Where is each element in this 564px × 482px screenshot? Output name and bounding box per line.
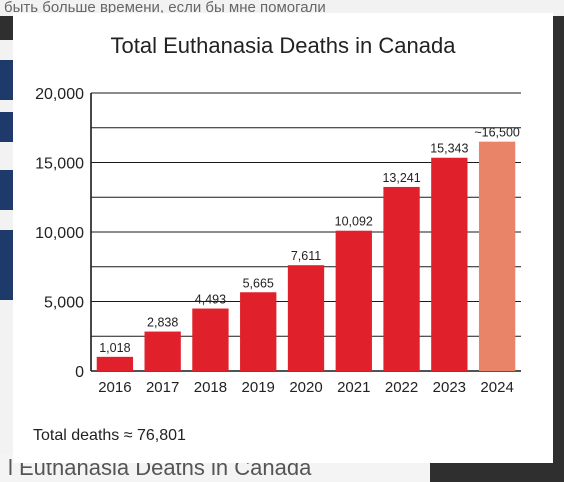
y-tick-label: 5,000 [44,295,84,312]
bar [383,186,420,371]
y-tick-label: 15,000 [35,156,84,173]
background-page-text: быть больше времени, если бы мне помогал… [0,0,564,16]
x-tick-label: 2022 [385,379,418,396]
x-tick-label: 2023 [433,379,466,396]
x-tick-label: 2024 [480,379,513,396]
y-tick-label: 10,000 [35,225,84,242]
x-tick-label: 2018 [194,379,227,396]
x-tick-label: 2017 [146,379,179,396]
bar [96,356,134,371]
y-tick-label: 20,000 [35,86,84,103]
bar-value-label: 2,838 [147,316,178,330]
bar-value-label: 4,493 [195,293,226,307]
total-deaths-label: Total deaths ≈ 76,801 [33,427,186,444]
bar-value-label: 13,241 [382,171,420,185]
x-tick-label: 2019 [242,379,275,396]
bar-value-label: 10,092 [335,215,373,229]
y-tick-label: 0 [75,364,84,381]
x-tick-label: 2020 [289,379,322,396]
bar-chart: 0 5,000 10,000 15,000 20,000 1,018 2016 2,838 20… [35,86,521,396]
bar [287,265,325,371]
bar [431,157,468,371]
bar [240,292,277,371]
bar-value-label: 5,665 [243,276,274,290]
chart-title: Total Euthanasia Deaths in Canada [110,33,456,58]
bar-value-label: 7,611 [291,249,321,263]
bar-value-label: ~16,500 [474,126,520,140]
background-sidebar-strip [0,40,14,460]
x-tick-label: 2016 [98,379,131,396]
chart-card: Total Euthanasia Deaths in Canada 0 5,000… [13,13,553,463]
bar [192,308,229,371]
bar [144,331,181,371]
bar-value-label: 1,018 [99,341,130,355]
bar [335,230,372,371]
bar-value-label: 15,343 [430,142,468,156]
x-tick-label: 2021 [337,379,370,396]
bar [478,141,516,371]
